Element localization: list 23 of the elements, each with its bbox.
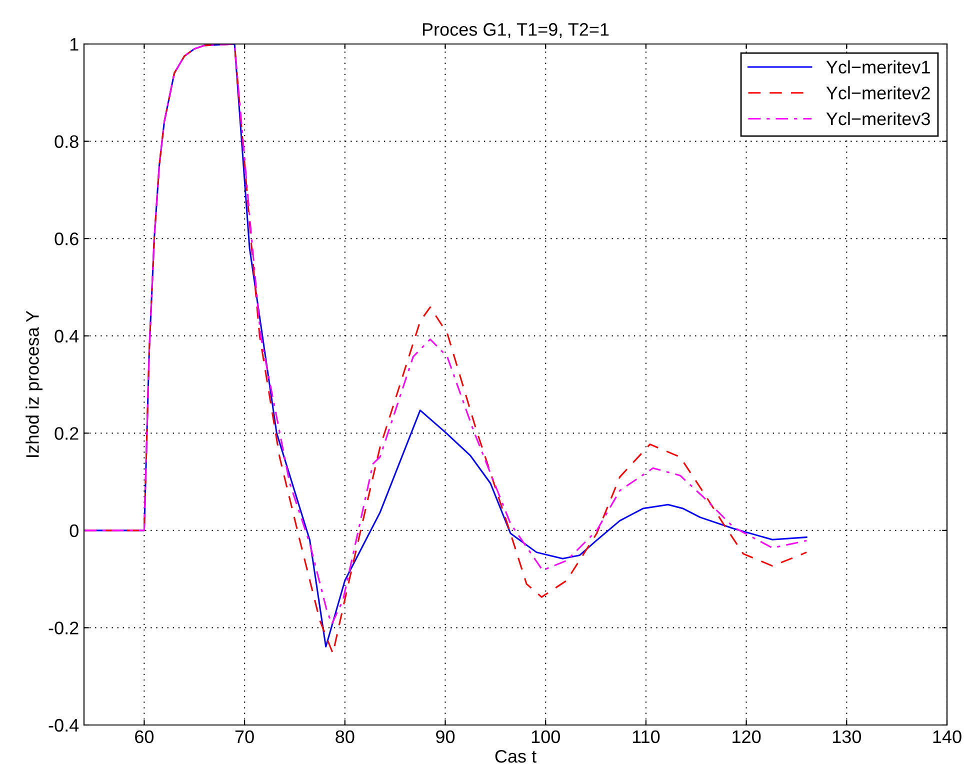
y-tick-label: 0.8 <box>54 135 78 148</box>
y-tick-label: 0.2 <box>54 427 78 440</box>
x-axis-title: Cas t <box>495 750 536 763</box>
y-tick-label: -0.4 <box>48 718 79 732</box>
x-tick-label: 140 <box>933 730 962 744</box>
x-tick-label: 80 <box>336 730 354 744</box>
x-tick-label: 60 <box>135 730 154 744</box>
x-tick-label: 110 <box>632 730 660 744</box>
y-tick-label: 0.6 <box>54 232 78 246</box>
y-axis-title: Izhod iz procesa Y <box>26 310 42 457</box>
legend-label: Ycl−meritev2 <box>826 86 930 100</box>
y-tick-label: -0.2 <box>48 622 78 634</box>
y-tick-label: 1 <box>70 38 78 51</box>
legend-label: Ycl−meritev1 <box>826 60 930 74</box>
x-tick-label: 90 <box>436 730 455 744</box>
x-tick-label: 100 <box>532 730 560 744</box>
legend-label: Ycl−meritev3 <box>826 112 930 126</box>
x-tick-label: 70 <box>235 730 254 744</box>
y-tick-label: 0 <box>70 524 78 538</box>
chart-title: Proces G1, T1=9, T2=1 <box>422 23 609 38</box>
x-tick-label: 130 <box>832 730 862 744</box>
x-tick-label: 120 <box>732 730 761 744</box>
y-tick-label: 0.4 <box>54 330 79 343</box>
